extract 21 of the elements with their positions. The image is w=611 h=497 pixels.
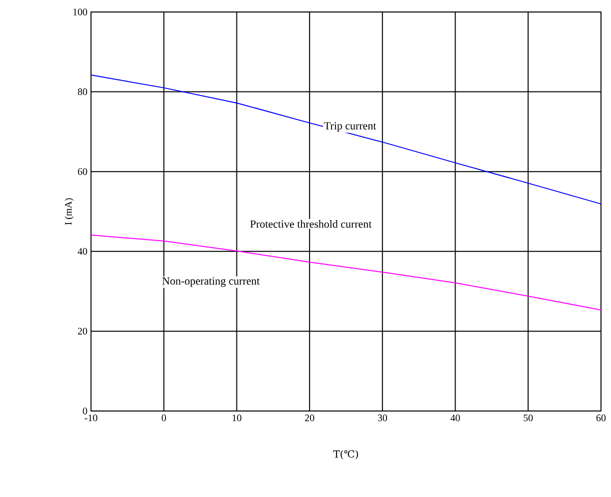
annotation: Non-operating current	[162, 277, 260, 287]
x-tick-label: 0	[162, 414, 166, 422]
annotation: Protective threshold current	[250, 220, 372, 228]
y-axis-title: I (mA)	[64, 198, 74, 225]
x-tick-label: 50	[524, 414, 533, 422]
y-tick-label: 60	[78, 168, 88, 175]
line-series	[90, 234, 602, 311]
x-tick-label: 30	[378, 414, 388, 422]
x-tick-label: 10	[232, 414, 242, 422]
x-tick-label: 60	[596, 414, 606, 422]
x-tick-label: -10	[84, 414, 98, 422]
y-tick-label: 0	[82, 408, 88, 414]
y-tick-label: 40	[78, 248, 88, 255]
x-tick-label: 20	[305, 414, 314, 422]
series-label: Trip current	[324, 122, 376, 132]
y-tick-label: 20	[78, 328, 88, 335]
x-axis-title: T(℃)	[333, 450, 358, 460]
y-tick-label: 80	[78, 88, 88, 96]
x-tick-label: 40	[450, 414, 460, 422]
y-tick-label: 100	[73, 8, 88, 16]
line-series	[90, 74, 602, 204]
